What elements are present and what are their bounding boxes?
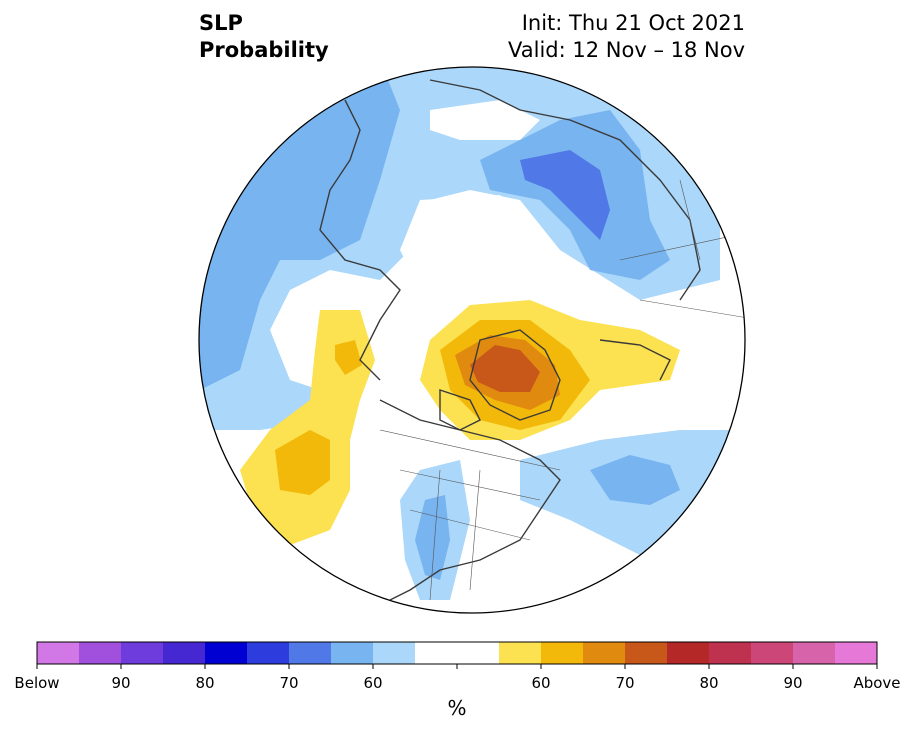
title-metric: Probability	[199, 38, 329, 62]
colorbar-swatch	[499, 642, 542, 664]
colorbar-tick-label: 80	[195, 674, 215, 692]
init-date: Init: Thu 21 Oct 2021	[521, 11, 745, 35]
colorbar-tick-label: 70	[279, 674, 299, 692]
neutral-gap-central	[400, 195, 560, 300]
coastlines	[319, 79, 701, 601]
colorbar-swatch	[793, 642, 836, 664]
valid-range: Valid: 12 Nov – 18 Nov	[508, 38, 745, 62]
above-anomaly-pacific-mid	[275, 430, 330, 495]
colorbar-tick-label: 60	[363, 674, 383, 692]
colorbar-swatch	[205, 642, 248, 664]
colorbar-units: %	[447, 696, 467, 720]
below-anomaly-core	[520, 150, 610, 240]
map-title: SLP Probability	[199, 10, 329, 64]
colorbar-swatch	[163, 642, 206, 664]
colorbar-tick-label: Above	[853, 674, 901, 692]
colorbar-swatch	[625, 642, 668, 664]
colorbar-swatch	[415, 642, 458, 664]
polar-map	[198, 66, 746, 614]
map-boundary	[198, 66, 746, 614]
colorbar-swatch	[835, 642, 878, 664]
colorbar-swatch	[583, 642, 626, 664]
neutral-gap-north	[430, 100, 540, 140]
colorbar-swatch	[709, 642, 752, 664]
colorbar-swatch	[247, 642, 290, 664]
colorbar-swatch	[373, 642, 416, 664]
colorbar-swatch	[751, 642, 794, 664]
colorbar-tick-label: 90	[783, 674, 803, 692]
below-anomaly-mid-central	[415, 495, 450, 580]
colorbar-swatch	[541, 642, 584, 664]
colorbar-tick-label: Below	[14, 674, 60, 692]
title-variable: SLP	[199, 11, 243, 35]
colorbar-swatch	[289, 642, 332, 664]
colorbar-tick-label: 60	[531, 674, 551, 692]
colorbar-swatch	[79, 642, 122, 664]
colorbar-swatch	[331, 642, 374, 664]
colorbar-swatch	[667, 642, 710, 664]
colorbar-tick-label: 90	[111, 674, 131, 692]
forecast-dates: Init: Thu 21 Oct 2021 Valid: 12 Nov – 18…	[508, 10, 745, 64]
above-anomaly-pacific-small	[335, 340, 362, 375]
above-anomaly-greenland-core	[470, 345, 540, 392]
colorbar-tick-label: 80	[699, 674, 719, 692]
colorbar-tick-label: 70	[615, 674, 635, 692]
colorbar-swatch	[37, 642, 80, 664]
colorbar-swatch	[457, 642, 500, 664]
below-anomaly-mid-atlantic	[590, 455, 680, 505]
probability-field	[199, 67, 745, 613]
colorbar-swatch	[121, 642, 164, 664]
